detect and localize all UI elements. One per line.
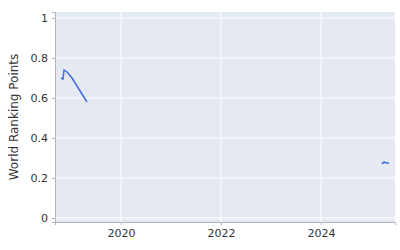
y-tick-mark [52, 138, 55, 139]
plot: 2020 2022 2024 0 0.2 0.4 0.6 0.8 1 [31, 12, 396, 240]
x-axis-line [56, 223, 396, 226]
y-axis-title: World Ranking Points [7, 54, 21, 181]
grid-line [55, 18, 395, 19]
y-axis: 0 0.2 0.4 0.6 0.8 1 [31, 12, 56, 225]
plot-background [55, 12, 395, 222]
y-tick-label: 0 [41, 212, 48, 225]
grid-line [221, 12, 222, 222]
line [61, 70, 389, 164]
y-tick-mark [52, 218, 55, 219]
x-axis: 2020 2022 2024 [56, 222, 396, 240]
y-tick: 0.8 [31, 52, 56, 65]
y-tick: 1 [41, 12, 55, 25]
x-tick-mark [121, 222, 122, 225]
y-tick-label: 0.6 [31, 92, 49, 105]
y-tick: 0.6 [31, 92, 56, 105]
grid-line [55, 178, 395, 179]
grid-line [55, 58, 395, 59]
x-tick-label: 2024 [308, 227, 336, 240]
x-tick: 2022 [208, 222, 236, 240]
y-tick-label: 0.8 [31, 52, 49, 65]
grid [55, 12, 395, 222]
grid-line [55, 218, 395, 219]
x-tick-label: 2020 [108, 227, 136, 240]
y-tick-mark [52, 18, 55, 19]
chart: 2020 2022 2024 0 0.2 0.4 0.6 0.8 1 World Ranking … [0, 0, 400, 250]
y-tick-mark [52, 98, 55, 99]
y-tick-label: 1 [41, 12, 48, 25]
y-tick: 0 [41, 212, 55, 225]
x-tick-label: 2022 [208, 227, 236, 240]
grid-line [55, 98, 395, 99]
y-tick-mark [52, 58, 55, 59]
y-tick-label: 0.2 [31, 172, 49, 185]
x-tick: 2020 [108, 222, 136, 240]
series [61, 70, 389, 164]
y-tick: 0.2 [31, 172, 56, 185]
y-axis-line [52, 13, 56, 223]
grid-line [55, 138, 395, 139]
y-tick: 0.4 [31, 132, 56, 145]
grid-line [121, 12, 122, 222]
x-tick-mark [221, 222, 222, 225]
grid-line [321, 12, 322, 222]
x-tick-mark [321, 222, 322, 225]
y-tick-label: 0.4 [31, 132, 49, 145]
y-tick-mark [52, 178, 55, 179]
x-tick: 2024 [308, 222, 336, 240]
